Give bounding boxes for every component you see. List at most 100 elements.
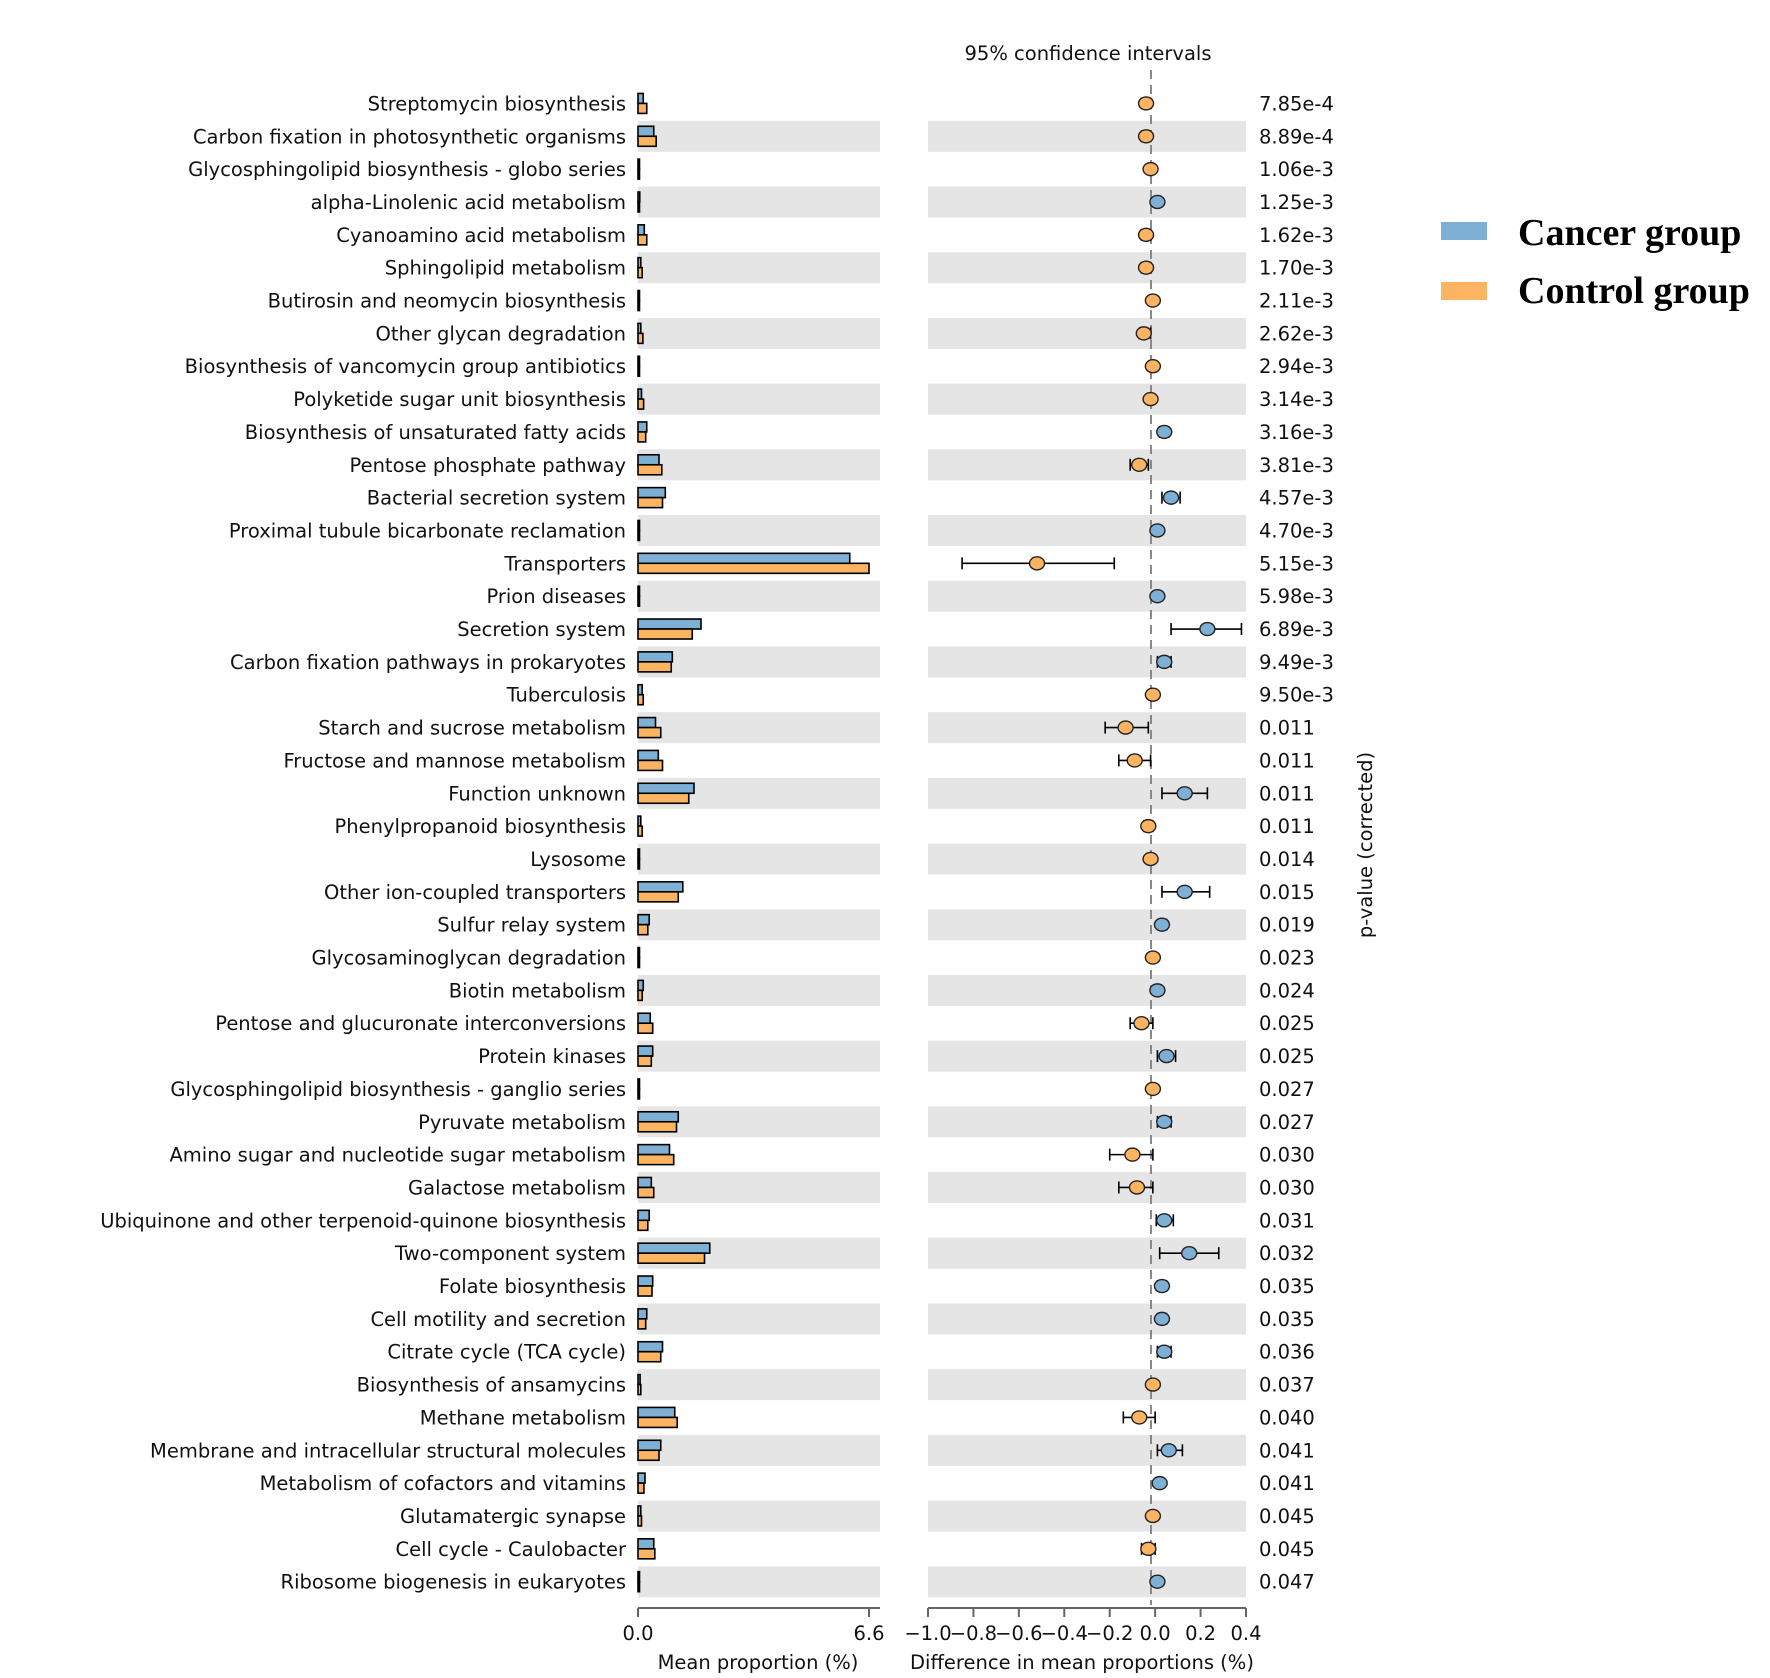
feature-label: Amino sugar and nucleotide sugar metabol… [169, 1144, 626, 1167]
pvalue-label: 0.011 [1259, 717, 1315, 740]
feature-row: Amino sugar and nucleotide sugar metabol… [169, 1144, 1314, 1167]
pvalue-label: 0.037 [1259, 1374, 1315, 1397]
feature-label: Starch and sucrose metabolism [318, 717, 626, 740]
feature-row: Function unknown 0.011 [448, 782, 1315, 805]
feature-row: Polyketide sugar unit biosynthesis 3.14e-… [293, 388, 1334, 411]
pvalue-label: 0.041 [1259, 1472, 1315, 1495]
difference-point [1144, 687, 1162, 702]
control-bar [637, 234, 648, 246]
pvalue-label: 0.014 [1259, 848, 1315, 871]
difference-point [1151, 1475, 1168, 1491]
control-bar [637, 496, 664, 509]
feature-label: Protein kinases [478, 1045, 626, 1068]
pvalue-label: 0.032 [1259, 1242, 1315, 1265]
difference-point [1144, 950, 1162, 965]
pvalue-label: 5.15e-3 [1259, 552, 1334, 575]
feature-label: Membrane and intracellular structural mo… [150, 1439, 626, 1462]
control-bar [637, 299, 641, 312]
difference-point [1133, 1016, 1150, 1031]
right-tick-label: −0.4 [1041, 1622, 1088, 1645]
feature-row: Pentose and glucuronate interconversions… [215, 1012, 1315, 1035]
difference-point [1028, 556, 1046, 571]
difference-point [1131, 1410, 1148, 1425]
pvalue-label: 0.035 [1259, 1308, 1315, 1331]
control-bar [637, 726, 662, 739]
feature-row: Biosynthesis of vancomycin group antibio… [185, 355, 1334, 378]
control-bar [637, 1022, 654, 1035]
cancer-bar [637, 1472, 646, 1484]
feature-row: Biosynthesis of unsaturated fatty acids 3… [245, 421, 1334, 444]
difference-point [1128, 1180, 1146, 1195]
cancer-bar [637, 815, 642, 827]
feature-label: Methane metabolism [420, 1406, 626, 1429]
difference-point [1124, 1147, 1141, 1162]
pvalue-label: 0.015 [1259, 881, 1315, 904]
feature-row: Cell cycle - Caulobacter 0.045 [396, 1538, 1315, 1561]
pvalue-label: 4.70e-3 [1259, 519, 1334, 542]
pvalue-label: 4.57e-3 [1259, 487, 1334, 510]
feature-label: Biosynthesis of vancomycin group antibio… [185, 355, 626, 378]
feature-row: alpha-Linolenic acid metabolism 1.25e-3 [311, 191, 1334, 214]
cancer-bar [637, 848, 641, 860]
feature-label: Glutamatergic synapse [400, 1505, 626, 1528]
right-row-stripe [928, 1172, 1246, 1204]
difference-point [1156, 654, 1173, 670]
pvalue-label: 3.81e-3 [1259, 454, 1334, 477]
control-bar [637, 1580, 641, 1593]
pvalue-label: 0.045 [1259, 1505, 1315, 1528]
difference-point [1176, 884, 1193, 900]
left-x-axis-label: Mean proportion (%) [658, 1651, 859, 1674]
control-bar [637, 1515, 643, 1527]
cancer-bar [637, 191, 641, 203]
control-bar [637, 266, 643, 279]
control-bar [637, 1285, 653, 1297]
pvalue-label: 0.025 [1259, 1012, 1315, 1035]
feature-label: Pentose phosphate pathway [350, 454, 626, 477]
right-row-stripe [928, 712, 1246, 744]
cancer-bar [637, 716, 657, 729]
left-row-stripe [638, 974, 880, 1006]
control-bar [637, 956, 641, 969]
pvalue-label: 0.023 [1259, 947, 1315, 970]
feature-label: Sulfur relay system [437, 914, 626, 937]
pvalue-label: 3.16e-3 [1259, 421, 1334, 444]
feature-label: Ubiquinone and other terpenoid-quinone b… [100, 1209, 626, 1232]
right-row-stripe [928, 1303, 1246, 1335]
cancer-bar [637, 1570, 641, 1583]
pvalue-label: 0.035 [1259, 1275, 1315, 1298]
legend: Cancer group Control group [1441, 212, 1750, 312]
feature-label: Function unknown [448, 782, 626, 805]
legend-swatch-cancer [1441, 222, 1487, 240]
feature-row: Membrane and intracellular structural mo… [150, 1439, 1315, 1462]
difference-point [1156, 1213, 1173, 1228]
feature-label: Polyketide sugar unit biosynthesis [293, 388, 626, 411]
right-row-stripe [928, 1040, 1246, 1072]
left-row-stripe [638, 1500, 880, 1532]
control-bar [637, 891, 680, 903]
legend-swatch-control [1441, 282, 1487, 300]
feature-label: Galactose metabolism [408, 1176, 626, 1199]
right-x-axis-label: Difference in mean proportions (%) [910, 1651, 1254, 1674]
difference-point [1140, 818, 1157, 834]
right-row-stripe [928, 383, 1246, 415]
pvalue-label: 6.89e-3 [1259, 618, 1334, 641]
right-tick-label: −0.6 [995, 1622, 1042, 1645]
feature-row: Other glycan degradation 2.62e-3 [375, 322, 1333, 345]
pvalue-label: 0.019 [1259, 914, 1315, 937]
pvalue-label: 0.030 [1259, 1176, 1315, 1199]
cancer-bar [637, 913, 650, 926]
left-tick-label: 6.6 [853, 1622, 884, 1645]
left-tick-label: 0.0 [622, 1622, 653, 1645]
cancer-bar [637, 1242, 711, 1254]
control-bar [637, 595, 641, 607]
cancer-bar [637, 1078, 641, 1090]
feature-row: Methane metabolism 0.040 [420, 1406, 1315, 1429]
cancer-bar [637, 782, 695, 795]
control-bar [637, 102, 648, 115]
pvalue-label: 9.49e-3 [1259, 651, 1334, 674]
feature-label: Biotin metabolism [449, 979, 626, 1002]
legend-label-control: Control group [1518, 270, 1750, 312]
difference-point [1117, 720, 1134, 735]
feature-label: Secretion system [457, 618, 626, 641]
cancer-bar [637, 1045, 654, 1057]
